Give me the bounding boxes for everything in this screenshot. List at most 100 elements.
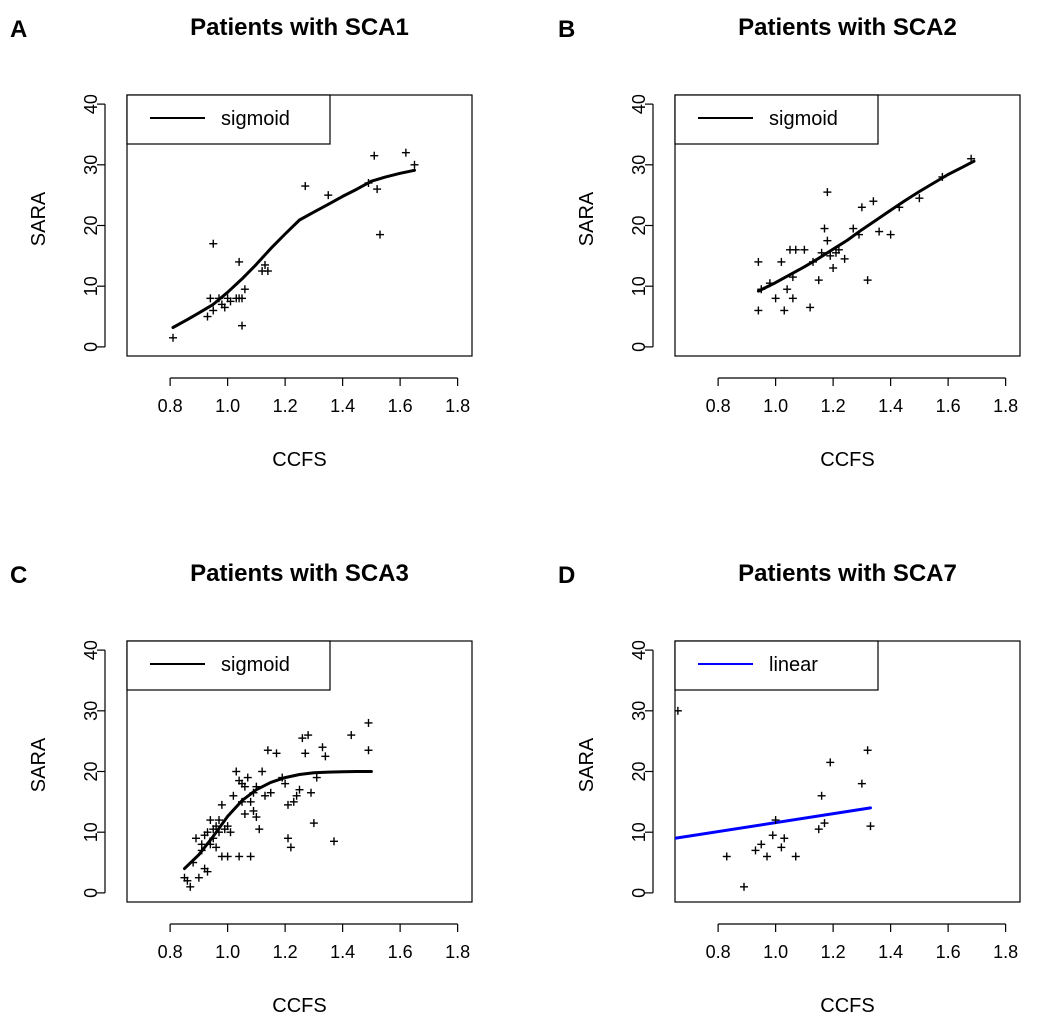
y-tick-label: 0: [629, 342, 649, 352]
chart-panel-b: B Patients with SCA2 0 10 20 30 40 SARA 0.8 1.0 1.…: [558, 14, 1021, 471]
x-tick-label: 1.0: [763, 942, 788, 962]
data-point: [169, 333, 177, 342]
data-point: [203, 867, 212, 876]
data-point: [863, 276, 872, 285]
plot-data: [169, 148, 419, 342]
legend: sigmoid: [126, 94, 331, 145]
x-tick-label: 1.2: [273, 396, 298, 416]
data-point: [235, 852, 244, 861]
x-tick-label: 1.6: [388, 942, 413, 962]
data-point: [886, 230, 895, 239]
data-point: [209, 834, 218, 843]
x-tick-label: 1.8: [445, 396, 470, 416]
x-tick-label: 1.4: [330, 942, 355, 962]
data-point: [197, 846, 206, 855]
data-point: [768, 831, 777, 840]
data-point: [240, 809, 249, 818]
x-tick-label: 1.0: [763, 396, 788, 416]
data-point: [278, 773, 287, 782]
data-point: [806, 303, 815, 312]
data-point: [410, 160, 419, 169]
data-point: [281, 779, 290, 788]
data-point: [347, 731, 356, 740]
chart-title: Patients with SCA2: [738, 14, 957, 41]
data-point: [223, 822, 232, 831]
y-axis-label: SARA: [28, 737, 50, 792]
y-tick-label: 30: [629, 701, 649, 721]
data-point: [272, 749, 281, 758]
data-point: [301, 749, 310, 758]
y-axis-label: SARA: [28, 191, 50, 246]
legend-box: [674, 640, 879, 691]
y-tick-label: 10: [629, 822, 649, 842]
data-point: [857, 779, 866, 788]
data-point: [235, 257, 244, 266]
data-point: [751, 846, 760, 855]
y-tick-label: 30: [629, 155, 649, 175]
data-point: [240, 782, 249, 791]
data-point: [261, 791, 269, 800]
data-point: [791, 852, 800, 861]
data-point: [849, 224, 858, 233]
data-point: [226, 297, 235, 306]
y-tick-label: 20: [81, 761, 101, 781]
y-tick-label: 10: [629, 276, 649, 296]
y-axis-label: SARA: [576, 191, 598, 246]
data-point: [820, 224, 829, 233]
data-point: [203, 828, 212, 837]
data-point: [232, 767, 241, 776]
data-point: [364, 746, 373, 755]
data-point: [771, 294, 780, 303]
data-point: [757, 285, 766, 294]
plot-data: [675, 706, 875, 891]
data-point: [765, 279, 774, 288]
chart-panel-a: A Patients with SCA1 0 10 20 30 40 SARA 0.8 1.0 1.…: [10, 14, 473, 471]
data-point: [675, 706, 682, 715]
data-point: [258, 767, 267, 776]
x-tick-label: 1.6: [388, 396, 413, 416]
legend: sigmoid: [674, 94, 879, 145]
data-point: [249, 788, 258, 797]
panel-letter: D: [558, 562, 575, 589]
data-point: [304, 731, 313, 740]
x-tick-label: 1.6: [936, 396, 961, 416]
y-tick-label: 20: [629, 215, 649, 235]
data-point: [826, 758, 835, 767]
y-axis-label: SARA: [576, 737, 598, 792]
fit-line: [675, 806, 872, 840]
data-point: [788, 273, 797, 282]
chart-title: Patients with SCA7: [738, 560, 957, 587]
x-tick-label: 1.2: [821, 396, 846, 416]
data-point: [238, 294, 246, 303]
data-point: [183, 876, 192, 885]
data-point: [206, 816, 215, 825]
data-point: [243, 773, 252, 782]
data-point: [284, 834, 292, 843]
data-point: [401, 148, 410, 157]
y-tick-label: 0: [81, 888, 101, 898]
data-point: [223, 852, 232, 861]
data-point: [840, 254, 849, 263]
data-point: [754, 257, 763, 266]
data-point: [307, 788, 315, 797]
data-point: [238, 797, 246, 806]
panel-letter: A: [10, 16, 27, 43]
data-point: [220, 303, 229, 312]
data-point: [376, 230, 384, 239]
legend-box: [674, 94, 879, 145]
x-tick-label: 1.4: [330, 396, 355, 416]
data-point: [266, 788, 275, 797]
data-point: [722, 852, 731, 861]
data-point: [817, 791, 826, 800]
data-point: [829, 263, 838, 272]
data-point: [800, 245, 809, 254]
data-point: [826, 251, 835, 260]
chart-panel-c: C Patients with SCA3 0 10 20 30 40 SARA 0.8 1.0 1.…: [10, 560, 473, 1017]
data-point: [771, 816, 780, 825]
x-tick-label: 1.0: [215, 396, 240, 416]
data-point: [915, 194, 924, 203]
data-point: [209, 239, 218, 248]
legend-label: sigmoid: [769, 108, 838, 130]
data-point: [312, 773, 321, 782]
fit-line: [183, 770, 373, 871]
